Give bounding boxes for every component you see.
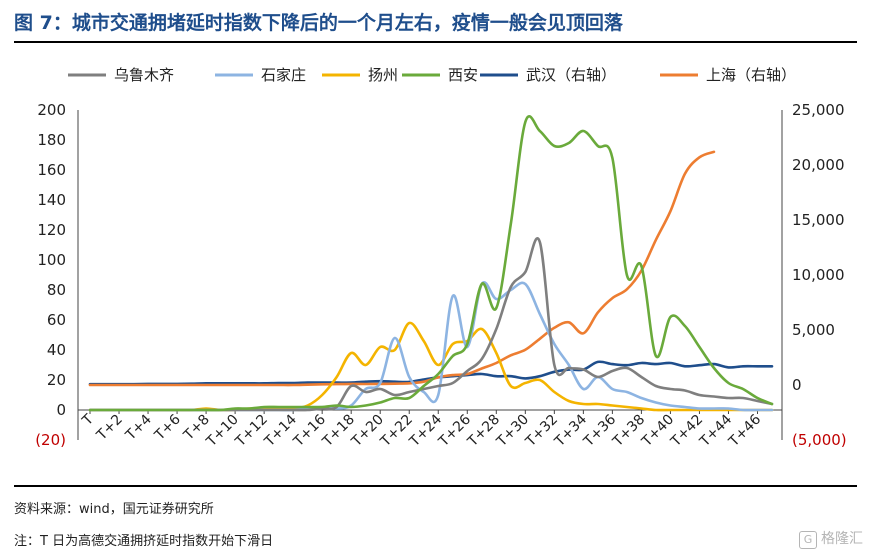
- y-left-tick-label: 20: [47, 371, 66, 389]
- x-tick-label: T+4: [122, 411, 155, 444]
- source-note: 资料来源：wind，国元证券研究所: [14, 502, 214, 517]
- series-line: [88, 321, 774, 412]
- x-tick-label: T+14: [261, 411, 300, 450]
- chart-legend: 乌鲁木齐 石家庄 扬州 西安 武汉（右轴） 上海（右轴）: [68, 66, 796, 84]
- y-right-tick-label: 15,000: [792, 211, 845, 229]
- y-left-tick-label: 100: [37, 251, 66, 269]
- y-right-tick-label: 10,000: [792, 266, 845, 284]
- figure-title: 图 7：城市交通拥堵延时指数下降后的一个月左右，疫情一般会见顶回落: [14, 12, 623, 34]
- x-tick-label: T+28: [464, 412, 503, 451]
- x-tick-label: T+18: [319, 412, 358, 451]
- bottom-rule: [14, 485, 857, 487]
- line-chart: 乌鲁木齐 石家庄 扬州 西安 武汉（右轴） 上海（右轴） (20) 0 20 40 60 80 100…: [35, 66, 847, 451]
- y-right-tick-label: 20,000: [792, 156, 845, 174]
- x-tick-label: T+40: [638, 412, 677, 451]
- watermark-logo-icon: G: [799, 531, 817, 549]
- x-tick-label: T+12: [232, 412, 271, 451]
- y-left-tick-label: 40: [47, 341, 66, 359]
- footnote: 注：T 日为高德交通拥挤延时指数开始下滑日: [14, 534, 274, 549]
- x-tick-label: T+26: [435, 411, 474, 450]
- x-tick-label: T+10: [203, 412, 242, 451]
- x-tick-label: T+30: [493, 412, 532, 451]
- y-left-tick-label: 120: [37, 221, 66, 239]
- legend-label: 扬州: [368, 66, 398, 84]
- y-left-tick-label: 140: [37, 191, 66, 209]
- x-tick-label: T+2: [93, 412, 126, 445]
- x-tick-label: T+24: [406, 411, 445, 450]
- y-left-tick-label: 80: [47, 281, 66, 299]
- x-tick-label: T+34: [551, 411, 590, 450]
- y-right-tick-label: (5,000): [792, 431, 847, 449]
- y-left-tick-label: 60: [47, 311, 66, 329]
- x-tick-label: T+16: [290, 411, 329, 450]
- x-tick-label: T: [79, 411, 97, 429]
- x-tick-label: T+32: [522, 412, 561, 451]
- x-tick-label: T+6: [151, 411, 184, 444]
- legend-label: 上海（右轴）: [706, 66, 796, 84]
- series-line: [88, 150, 716, 387]
- y-right-tick-label: 5,000: [792, 321, 835, 339]
- series-line: [88, 115, 774, 412]
- x-tick-label: T+38: [609, 412, 648, 451]
- y-left-tick-label: (20): [35, 431, 66, 449]
- y-left-tick-label: 160: [37, 161, 66, 179]
- y-left-tick-label: 200: [37, 101, 66, 119]
- watermark: G 格隆汇: [799, 528, 863, 549]
- legend-label: 乌鲁木齐: [114, 66, 174, 84]
- x-tick-label: T+20: [348, 412, 387, 451]
- legend-label: 石家庄: [261, 66, 306, 84]
- chart-series: [88, 115, 774, 412]
- x-tick-label: T+42: [667, 412, 706, 451]
- y-right-tick-label: 0: [792, 376, 802, 394]
- y-left-tick-label: 0: [56, 401, 66, 419]
- legend-label: 西安: [448, 66, 478, 84]
- x-tick-label: T+44: [696, 411, 735, 450]
- x-tick-label: T+36: [580, 411, 619, 450]
- legend-label: 武汉（右轴）: [526, 66, 616, 84]
- top-rule: [14, 41, 857, 43]
- x-tick-label: T+22: [377, 412, 416, 451]
- y-right-tick-label: 25,000: [792, 101, 845, 119]
- watermark-text: 格隆汇: [821, 531, 863, 547]
- x-tick-label: T+46: [725, 411, 764, 450]
- y-left-tick-label: 180: [37, 131, 66, 149]
- series-line: [88, 281, 774, 412]
